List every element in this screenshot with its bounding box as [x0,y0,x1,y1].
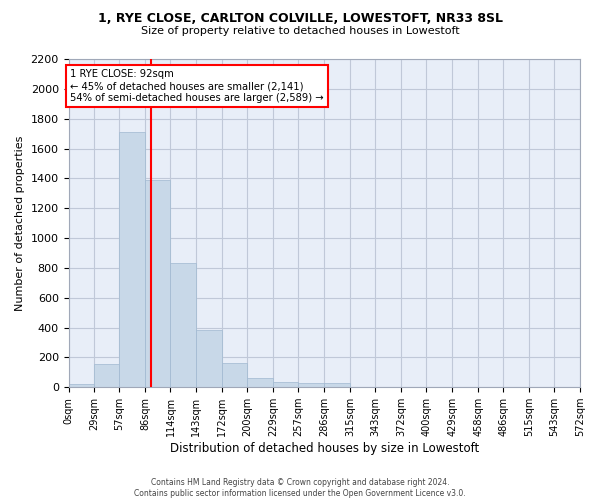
Bar [170,262,196,387]
Bar [68,384,94,387]
X-axis label: Distribution of detached houses by size in Lowestoft: Distribution of detached houses by size … [170,442,479,455]
Bar [324,383,350,387]
Bar [145,180,170,387]
Bar [223,362,247,387]
Text: 1 RYE CLOSE: 92sqm
← 45% of detached houses are smaller (2,141)
54% of semi-deta: 1 RYE CLOSE: 92sqm ← 45% of detached hou… [70,70,324,102]
Text: Contains HM Land Registry data © Crown copyright and database right 2024.
Contai: Contains HM Land Registry data © Crown c… [134,478,466,498]
Bar [273,382,298,387]
Bar [94,364,119,387]
Text: 1, RYE CLOSE, CARLTON COLVILLE, LOWESTOFT, NR33 8SL: 1, RYE CLOSE, CARLTON COLVILLE, LOWESTOF… [97,12,503,26]
Bar [298,383,324,387]
Text: Size of property relative to detached houses in Lowestoft: Size of property relative to detached ho… [140,26,460,36]
Bar [247,378,273,387]
Y-axis label: Number of detached properties: Number of detached properties [15,136,25,311]
Bar [196,330,223,387]
Bar [119,132,145,387]
